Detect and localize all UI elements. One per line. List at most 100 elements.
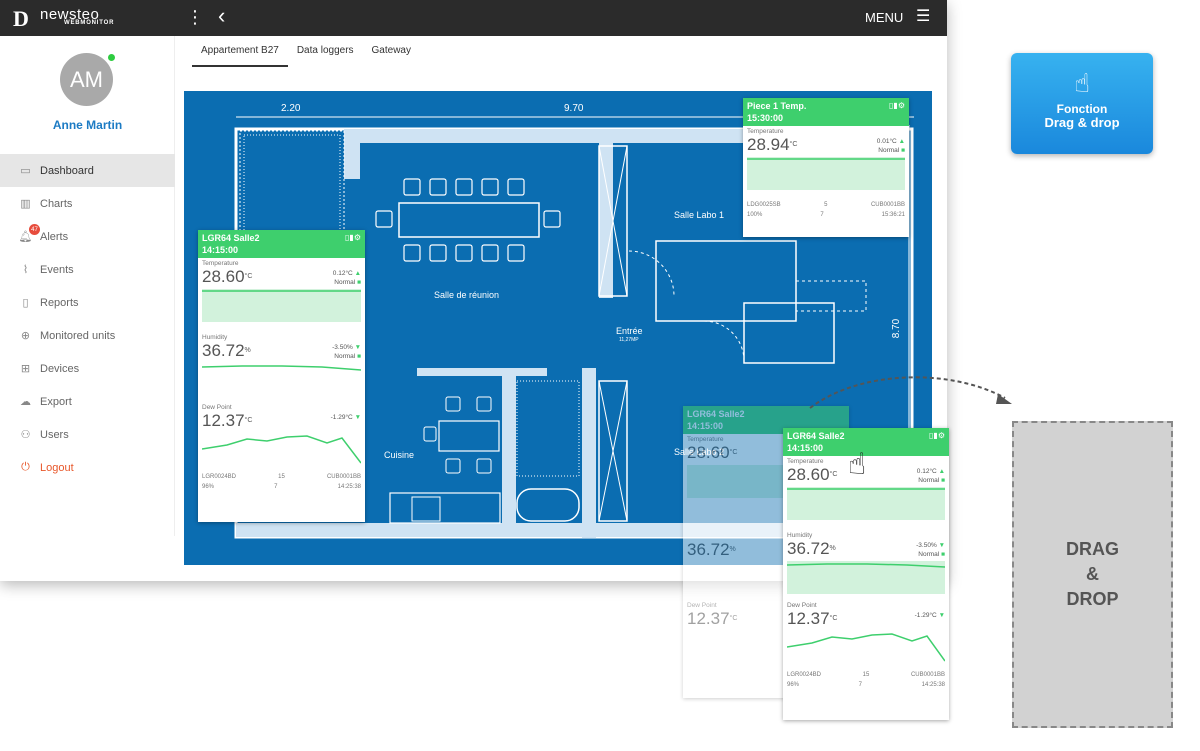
sensor-card-piece1[interactable]: Piece 1 Temp. 15:30:00 ▯▮⚙ Temperature 0… [743,98,909,237]
sensor-card-title: LGR64 Salle2 [202,233,260,243]
sidebar-item-charts[interactable]: ▥ Charts [0,187,175,220]
logger-id: LGR0024BD [202,474,237,480]
interval: 15 [278,474,285,480]
check-time: 15:36:21 [881,212,905,218]
metric-unit: % [829,545,836,552]
drag-arrow [809,376,1012,409]
alerts-count-badge: 47 [29,224,40,235]
battery-level: 96% [202,484,215,490]
online-status-dot [108,54,115,61]
room-entree[interactable]: Entrée [616,326,643,336]
sparkline [786,631,946,664]
metric-delta: 0.12°C [332,270,353,277]
sidebar-item-devices[interactable]: ⊞ Devices [0,352,175,385]
metric-delta: -1.29°C [914,612,937,619]
sensor-card-header[interactable]: LGR64 Salle2 14:15:00 ▯▮⚙ [783,428,949,456]
drag-drop-feature-button[interactable]: ☝ Fonction Drag & drop [1011,53,1153,154]
metric-value: 36.72% [202,341,361,361]
tab-appartement-b27[interactable]: Appartement B27 [192,41,288,67]
sidebar-item-label: Users [40,428,69,441]
metric-temperature: Temperature 0.12°C ▲ Normal ■ 28.60°C [198,258,365,322]
lock-count: 7 [858,682,862,688]
metric-delta: -3.50% [916,542,937,549]
sensor-card-title: Piece 1 Temp. [747,101,807,111]
status-square-icon: ■ [357,353,361,360]
metric-status: Normal [918,477,940,484]
metric-label: Humidity [202,334,228,341]
interval: 5 [824,202,828,208]
drag-button-line1: Fonction [1056,102,1108,116]
paperclip-icon: ⌇ [22,264,29,276]
metric-value: 28.60°C [202,267,361,287]
check-time: 14:25:38 [921,682,945,688]
sensor-card-salle2[interactable]: LGR64 Salle2 14:15:00 ▯▮⚙ Temperature 0.… [198,230,365,522]
room-salle-labo-1[interactable]: Salle Labo 1 [674,210,725,220]
user-name[interactable]: Anne Martin [52,118,123,132]
avatar[interactable]: AM [60,53,113,106]
hand-pointer-icon: ☝ [848,448,867,481]
metric-label: Temperature [202,260,239,267]
metric-status: Normal [334,353,356,360]
sidebar-item-export[interactable]: ☁ Export [0,385,175,418]
sidebar-item-reports[interactable]: ▯ Reports [0,286,175,319]
more-vertical-icon[interactable]: ⋮ [186,7,204,27]
metric-value: 28.94°C [747,135,905,155]
sensor-card-header[interactable]: Piece 1 Temp. 15:30:00 ▯▮⚙ [743,98,909,126]
arrow-up-icon: ▲ [354,270,361,277]
sidebar-item-label: Export [40,395,72,408]
sidebar-item-dashboard[interactable]: ▭ Dashboard [0,154,175,187]
chevron-left-icon[interactable]: ‹ [218,3,226,28]
newsteo-logo-icon[interactable]: D [13,6,29,31]
sensor-card-salle2-dragged[interactable]: LGR64 Salle2 14:15:00 ▯▮⚙ Temperature 0.… [783,428,949,720]
app-window: D newsteo WEBMONITOR ⋮ ‹ MENU ☰ AM Anne … [0,0,947,581]
metric-unit: °C [729,615,738,622]
card-tools-icon[interactable]: ▯▮⚙ [889,101,905,110]
sidebar-item-label: Events [40,263,74,276]
metric-unit: °C [789,141,798,148]
battery-level: 96% [787,682,800,688]
tab-gateway[interactable]: Gateway [371,45,411,56]
crosshair-icon: ⊕ [20,330,31,342]
sidebar-item-label: Logout [40,461,74,474]
card-tools-icon[interactable]: ▯▮⚙ [929,431,945,440]
room-cuisine[interactable]: Cuisine [384,450,415,460]
hamburger-icon[interactable]: ☰ [916,8,931,25]
metric-status: Normal [878,147,900,154]
top-bar: D newsteo WEBMONITOR ⋮ ‹ MENU ☰ [0,0,947,36]
document-icon: ▯ [22,297,29,309]
power-icon: ⏻ [21,461,30,473]
room-entree-area: 11,27MP [619,337,639,343]
sidebar-item-label: Charts [40,197,73,210]
metric-value-number: 28.60 [202,267,245,286]
metric-unit: °C [729,449,738,456]
sidebar: AM Anne Martin ▭ Dashboard ▥ Charts 🔔︎ 47 Aler… [0,36,175,581]
metric-unit: °C [244,273,253,280]
metric-value-number: 36.72 [202,341,245,360]
lock-count: 7 [274,484,278,490]
monitor-icon: ▭ [20,165,31,177]
sidebar-item-events[interactable]: ⌇ Events [0,253,175,286]
metric-status: Normal [918,551,940,558]
sidebar-item-monitored-units[interactable]: ⊕ Monitored units [0,319,175,352]
metric-label: Temperature [747,128,784,135]
sensor-card-header[interactable]: LGR64 Salle2 14:15:00 ▯▮⚙ [198,230,365,258]
grid-icon: ⊞ [20,363,31,375]
tab-data-loggers[interactable]: Data loggers [296,45,354,56]
metric-temperature: Temperature 0.12°C ▲ Normal ■ 28.60°C [783,456,949,520]
menu-button[interactable]: MENU [865,10,904,25]
bar-chart-icon: ▥ [20,198,31,210]
metric-dew-point: Dew Point -1.29°C ▼ 12.37°C [198,402,365,466]
metric-delta: 0.12°C [916,468,937,475]
sidebar-item-users[interactable]: ⚇ Users [0,418,175,451]
check-time: 14:25:38 [337,484,361,490]
metric-value-number: 12.37 [787,609,830,628]
sensor-card-time: 14:15:00 [787,443,824,453]
room-salle-reunion[interactable]: Salle de réunion [434,290,500,300]
drop-zone[interactable]: DRAG & DROP [1012,421,1173,728]
sidebar-item-logout[interactable]: ⏻ Logout [0,451,175,484]
arrow-down-icon: ▼ [938,612,945,619]
dimension-top-left: 2.20 [281,103,301,114]
status-square-icon: ■ [941,477,945,484]
sidebar-item-alerts[interactable]: 🔔︎ 47 Alerts [0,220,175,253]
card-tools-icon[interactable]: ▯▮⚙ [345,233,361,242]
